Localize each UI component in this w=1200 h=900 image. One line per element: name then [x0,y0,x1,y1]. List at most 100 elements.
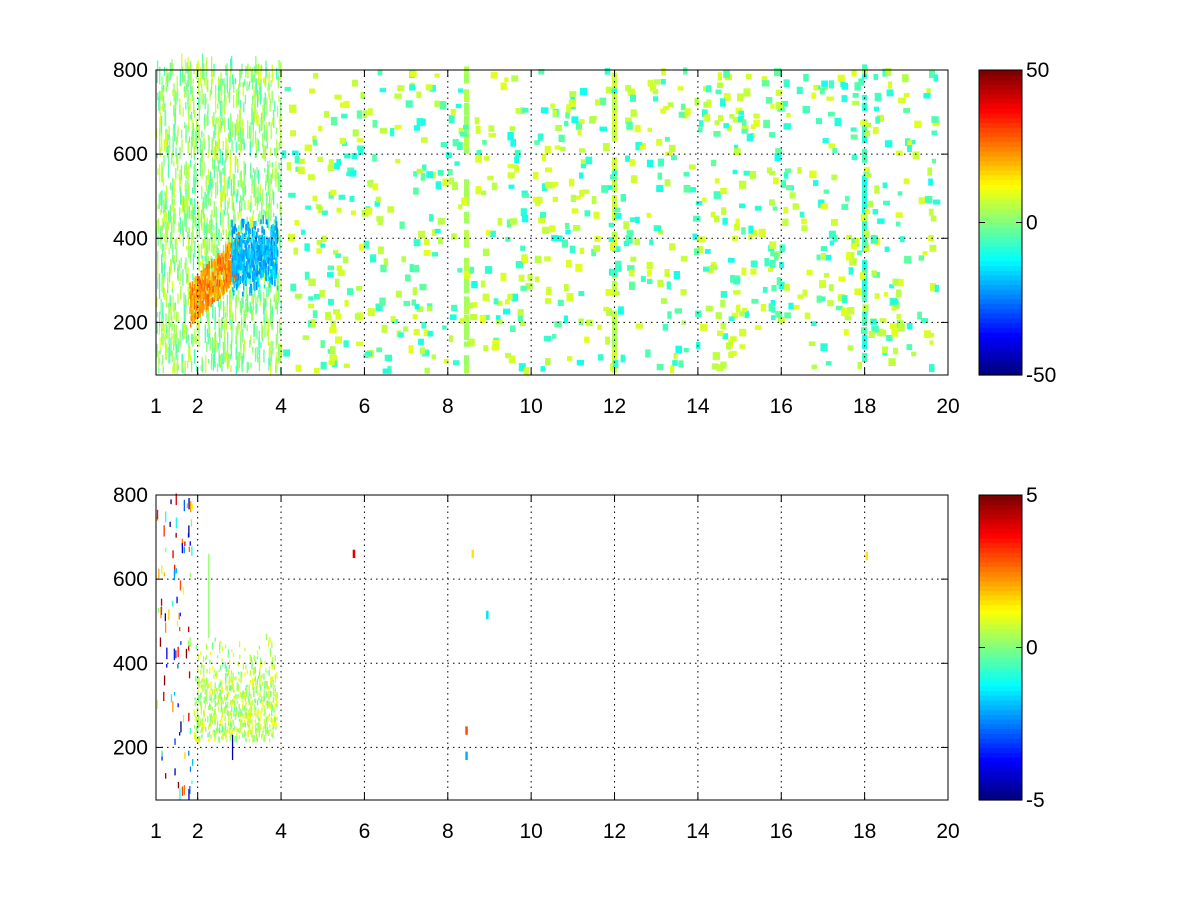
heatmap-cell-noise [191,209,193,218]
heatmap-cell-noise [232,288,234,300]
heatmap-cell-noise [227,92,229,99]
heatmap-cell-feature [272,224,274,233]
heatmap-cell-speckle [713,215,720,223]
heatmap-cell-speckle [508,184,515,189]
heatmap-cell-feature [268,237,270,243]
colorbar-step [979,355,1022,362]
heatmap-cell-feature [262,726,265,732]
heatmap-cell-feature [203,292,205,302]
heatmap-cell-speckle [518,363,526,372]
heatmap-cell-feature [190,287,192,294]
heatmap-cell-speckle [574,195,581,200]
heatmap-cell-noise [163,200,165,219]
heatmap-cell-noise [235,347,237,360]
heatmap-cell-speckle [609,88,618,94]
heatmap-cell-noise [156,699,159,709]
heatmap-cell-feature [233,272,236,278]
heatmap-cell-speckle [827,300,834,307]
heatmap-cell-feature [231,702,233,707]
heatmap-cell-feature [219,650,221,654]
heatmap-cell-noise [265,66,268,78]
heatmap-cell-feature [243,240,245,244]
heatmap-cell-speckle [733,148,741,156]
colorbar-step [979,766,1022,773]
heatmap-cell-noise [220,117,222,133]
heatmap-cell-noise [219,212,222,226]
heatmap-cell-speckle [851,69,857,77]
heatmap-cell-noise [156,296,158,308]
colorbar-step [979,241,1022,247]
heatmap-cell-speckle [878,329,887,337]
heatmap-cell-noise [207,174,209,181]
heatmap-cell-speckle [376,347,383,353]
colorbar-step [979,313,1022,319]
heatmap-cell-feature [215,292,218,300]
heatmap-cell-noise [218,159,220,172]
heatmap-cell-feature [262,700,264,707]
heatmap-cell-noise [202,239,204,249]
heatmap-cell-feature [260,269,262,279]
heatmap-cell-band [612,319,617,334]
heatmap-cell-noise [205,238,207,244]
heatmap-cell-feature [269,280,271,288]
heatmap-cell-noise [273,219,275,228]
heatmap-cell-feature [199,292,202,299]
heatmap-cell-speckle [509,126,516,131]
heatmap-cell-speckle [860,213,867,222]
heatmap-cell-speckle [697,246,704,253]
heatmap-cell-noise [275,344,277,349]
heatmap-cell-feature [269,701,271,708]
heatmap-cell-feature [251,683,253,691]
heatmap-cell-noise [230,304,232,319]
heatmap-cell-speckle [620,354,625,363]
heatmap-cell-feature [241,274,244,283]
heatmap-cell-noise [185,299,187,309]
heatmap-cell-speckle [718,115,724,122]
heatmap-cell-speckle [623,240,630,247]
heatmap-cell-noise [268,358,270,371]
heatmap-cell-noise [176,344,178,360]
heatmap-cell-speckle [568,178,575,187]
heatmap-cell-speckle [563,284,569,291]
heatmap-cell-feature [202,291,204,297]
heatmap-cell-noise [186,273,188,282]
heatmap-cell-noise [258,289,260,299]
heatmap-cell-speckle [925,196,932,204]
heatmap-cell-feature [259,234,261,239]
heatmap-cell-noise [223,105,226,115]
heatmap-cell-speckle [820,203,828,209]
heatmap-cell-feature [253,244,255,252]
heatmap-cell-noise [161,307,163,326]
heatmap-cell-noise [263,77,265,86]
heatmap-cell-noise [254,103,256,123]
heatmap-cell-noise [205,253,207,265]
heatmap-cell-noise [239,300,241,313]
heatmap-cell-speckle [720,291,728,298]
heatmap-cell-feature [242,291,244,297]
heatmap-cell-speckle [338,194,346,200]
colorbar-step [979,332,1022,338]
heatmap-cell-noise [181,195,184,213]
heatmap-cell-noise [187,125,189,133]
heatmap-cell-noise [170,337,172,357]
heatmap-cell-noise [243,285,245,298]
heatmap-cell-feature [271,663,273,670]
heatmap-cell-noise [165,185,168,200]
heatmap-cell-feature [263,242,266,246]
heatmap-cell-speckle [733,223,740,231]
heatmap-cell-feature [210,271,212,281]
colorbar-step [979,274,1022,281]
heatmap-cell-feature [232,287,234,292]
heatmap-cell-speckle [605,336,610,345]
heatmap-cell-speckle [629,158,635,167]
heatmap-cell-noise [262,78,265,84]
colorbar-step [979,308,1022,314]
heatmap-cell-speckle [570,194,576,202]
heatmap-cell-speckle [671,155,677,161]
heatmap-cell-band [464,179,469,193]
heatmap-cell-noise [206,303,209,323]
colorbar-step [979,647,1022,653]
heatmap-cell-speckle [808,341,816,347]
heatmap-cell-speckle [684,108,691,117]
heatmap-cell-noise [250,335,252,345]
